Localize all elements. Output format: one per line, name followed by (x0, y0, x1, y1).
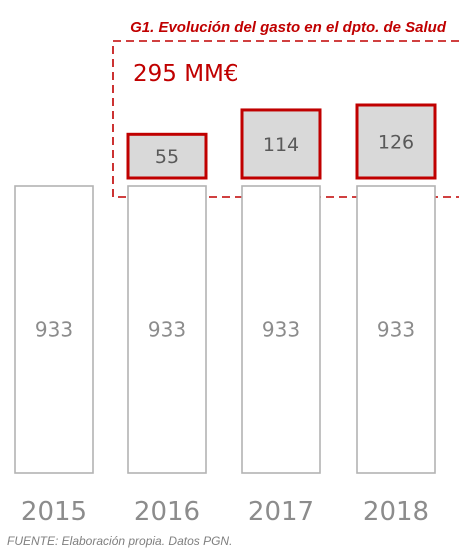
year-label-2016: 2016 (134, 497, 200, 527)
base-value-label-2017: 933 (262, 318, 300, 342)
increment-value-label-2018: 126 (378, 132, 414, 154)
base-bar-2015 (14, 185, 94, 474)
highlight-total: 295 MM€ (133, 61, 239, 87)
year-label-2015: 2015 (21, 497, 87, 527)
year-label-2018: 2018 (363, 497, 429, 527)
increment-bar-2017 (240, 108, 322, 180)
year-labels: 2015 2016 2017 2018 (21, 497, 429, 527)
base-bar-2018 (356, 185, 436, 474)
chart-title: G1. Evolución del gasto en el dpto. de S… (130, 19, 447, 36)
base-bar-2017 (241, 185, 321, 474)
increment-bar-2018 (355, 103, 437, 180)
bars-group: 933 933 55 933 114 933 126 (14, 103, 437, 474)
base-value-label-2015: 933 (35, 318, 73, 342)
increment-value-label-2016: 55 (155, 146, 179, 168)
base-value-label-2018: 933 (377, 318, 415, 342)
increment-value-label-2017: 114 (263, 134, 299, 156)
year-label-2017: 2017 (248, 497, 314, 527)
base-value-label-2016: 933 (148, 318, 186, 342)
increment-bar-2016 (126, 132, 208, 180)
source-note: FUENTE: Elaboración propia. Datos PGN. (7, 534, 232, 548)
base-bar-2016 (127, 185, 207, 474)
